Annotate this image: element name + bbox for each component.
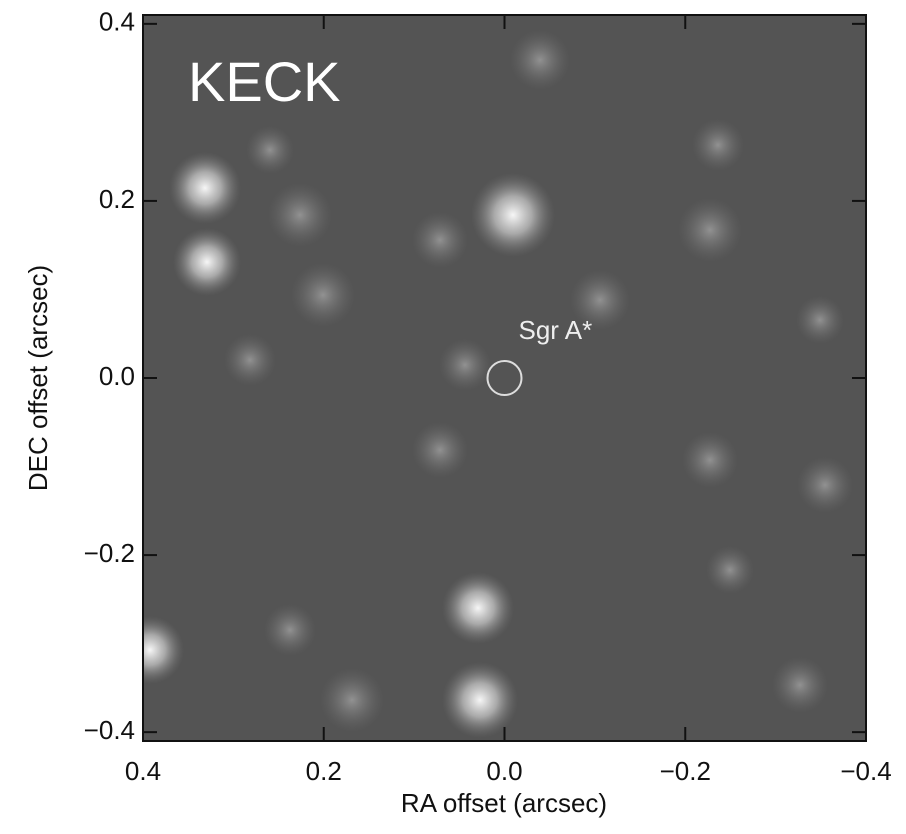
x-tick-label: 0.0 — [486, 756, 522, 786]
chart-title: KECK — [188, 50, 341, 113]
y-axis-title: DEC offset (arcsec) — [23, 265, 53, 491]
x-tick-label: −0.4 — [840, 756, 891, 786]
x-tick-label: −0.2 — [660, 756, 711, 786]
y-tick-label: 0.2 — [99, 184, 135, 214]
y-tick-label: −0.4 — [84, 715, 135, 745]
y-tick-label: 0.0 — [99, 361, 135, 391]
y-tick-label: −0.2 — [84, 538, 135, 568]
x-tick-label: 0.4 — [125, 756, 161, 786]
marker-label: Sgr A* — [519, 315, 593, 345]
sgr-a-marker — [486, 360, 523, 396]
x-axis-title: RA offset (arcsec) — [401, 788, 607, 818]
y-tick-label: 0.4 — [99, 7, 135, 37]
x-tick-label: 0.2 — [306, 756, 342, 786]
sky-image — [143, 15, 866, 741]
